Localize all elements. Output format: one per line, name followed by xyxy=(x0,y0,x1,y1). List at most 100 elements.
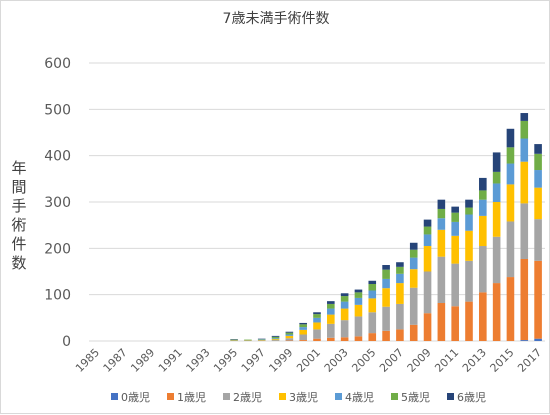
bar-segment xyxy=(396,304,404,329)
bar-segment xyxy=(520,113,528,121)
bar-segment xyxy=(313,322,321,329)
bar-segment xyxy=(424,227,432,235)
legend-item: 6歳児 xyxy=(447,391,486,404)
bar-segment xyxy=(368,298,376,312)
bar-segment xyxy=(438,200,446,209)
bar-segment xyxy=(327,324,335,338)
bar-segment xyxy=(493,202,501,237)
legend-label: 0歳児 xyxy=(121,391,150,404)
bar-segment xyxy=(327,309,335,315)
bar-segment xyxy=(534,144,542,154)
bar-segment xyxy=(396,274,404,283)
bar-segment xyxy=(507,164,515,185)
bar-segment xyxy=(534,188,542,220)
bars xyxy=(230,113,542,341)
bar-segment xyxy=(286,332,294,333)
bar-segment xyxy=(313,318,321,323)
bar-segment xyxy=(327,304,335,309)
x-axis-ticks: 1985198719891991199319951997199920012003… xyxy=(73,346,544,375)
bar-segment xyxy=(272,340,280,341)
bar-segment xyxy=(299,330,307,335)
bar-segment xyxy=(382,279,390,288)
bar-segment xyxy=(299,323,307,324)
bar-segment xyxy=(410,250,418,258)
legend-swatch xyxy=(223,393,230,400)
bar-segment xyxy=(520,121,528,139)
legend-swatch xyxy=(111,393,118,400)
x-tick-label: 1995 xyxy=(211,346,240,375)
bar-segment xyxy=(368,284,376,290)
legend-item: 0歳児 xyxy=(111,391,150,404)
x-tick-label: 2007 xyxy=(377,346,406,375)
bar-segment xyxy=(327,315,335,324)
legend-item: 3歳児 xyxy=(279,391,318,404)
bar-segment xyxy=(341,293,349,296)
bar-segment xyxy=(424,234,432,246)
bar-segment xyxy=(479,246,487,292)
legend-label: 2歳児 xyxy=(233,391,262,404)
y-tick-label: 0 xyxy=(62,334,71,350)
bar-segment xyxy=(341,302,349,309)
bar-segment xyxy=(520,259,528,340)
bar-segment xyxy=(493,152,501,171)
x-tick-label: 1999 xyxy=(266,346,295,375)
bar-segment xyxy=(368,312,376,333)
x-tick-label: 1987 xyxy=(101,346,130,375)
bar-segment xyxy=(534,339,542,341)
bar-segment xyxy=(438,209,446,218)
chart-title: 7歳未満手術件数 xyxy=(223,11,330,27)
bar-segment xyxy=(465,200,473,208)
bar-segment xyxy=(396,262,404,267)
bar-segment xyxy=(286,333,294,335)
bar-segment xyxy=(341,337,349,341)
bar-segment xyxy=(299,327,307,330)
bar-segment xyxy=(520,162,528,204)
y-tick-label: 500 xyxy=(44,102,71,118)
bar-segment xyxy=(451,222,459,236)
bar-segment xyxy=(520,340,528,341)
bar-segment xyxy=(382,265,390,270)
bar-segment xyxy=(465,231,473,261)
bar-segment xyxy=(396,267,404,274)
legend-swatch xyxy=(335,393,342,400)
bar-segment xyxy=(313,339,321,341)
legend-label: 5歳児 xyxy=(401,391,430,404)
y-tick-label: 600 xyxy=(44,56,71,72)
legend-item: 1歳児 xyxy=(167,391,206,404)
bar-segment xyxy=(507,184,515,221)
bar-segment xyxy=(451,207,459,213)
bar-segment xyxy=(479,292,487,341)
bar-segment xyxy=(465,261,473,302)
bar-segment xyxy=(479,216,487,246)
bar-segment xyxy=(507,221,515,277)
bar-segment xyxy=(313,312,321,314)
x-tick-label: 1991 xyxy=(156,346,185,375)
x-tick-label: 1993 xyxy=(184,346,213,375)
bar-segment xyxy=(341,320,349,337)
bar-segment xyxy=(479,190,487,199)
bar-segment xyxy=(272,339,280,340)
bar-segment xyxy=(355,336,363,341)
bar-segment xyxy=(396,283,404,304)
x-tick-label: 1997 xyxy=(239,346,268,375)
x-tick-label: 2015 xyxy=(488,346,517,375)
bar-segment xyxy=(410,288,418,325)
bar-segment xyxy=(479,200,487,216)
bar-segment xyxy=(368,291,376,299)
x-tick-label: 2003 xyxy=(322,346,351,375)
bar-segment xyxy=(355,290,363,293)
x-tick-label: 2005 xyxy=(349,346,378,375)
bar-segment xyxy=(341,296,349,302)
bar-segment xyxy=(327,301,335,304)
bar-segment xyxy=(507,147,515,163)
bar-segment xyxy=(451,264,459,307)
legend-swatch xyxy=(391,393,398,400)
bar-segment xyxy=(534,219,542,261)
bar-segment xyxy=(286,338,294,340)
x-tick-label: 2001 xyxy=(294,346,323,375)
bar-segment xyxy=(465,215,473,231)
bar-segment xyxy=(507,129,515,148)
x-tick-label: 2013 xyxy=(460,346,489,375)
